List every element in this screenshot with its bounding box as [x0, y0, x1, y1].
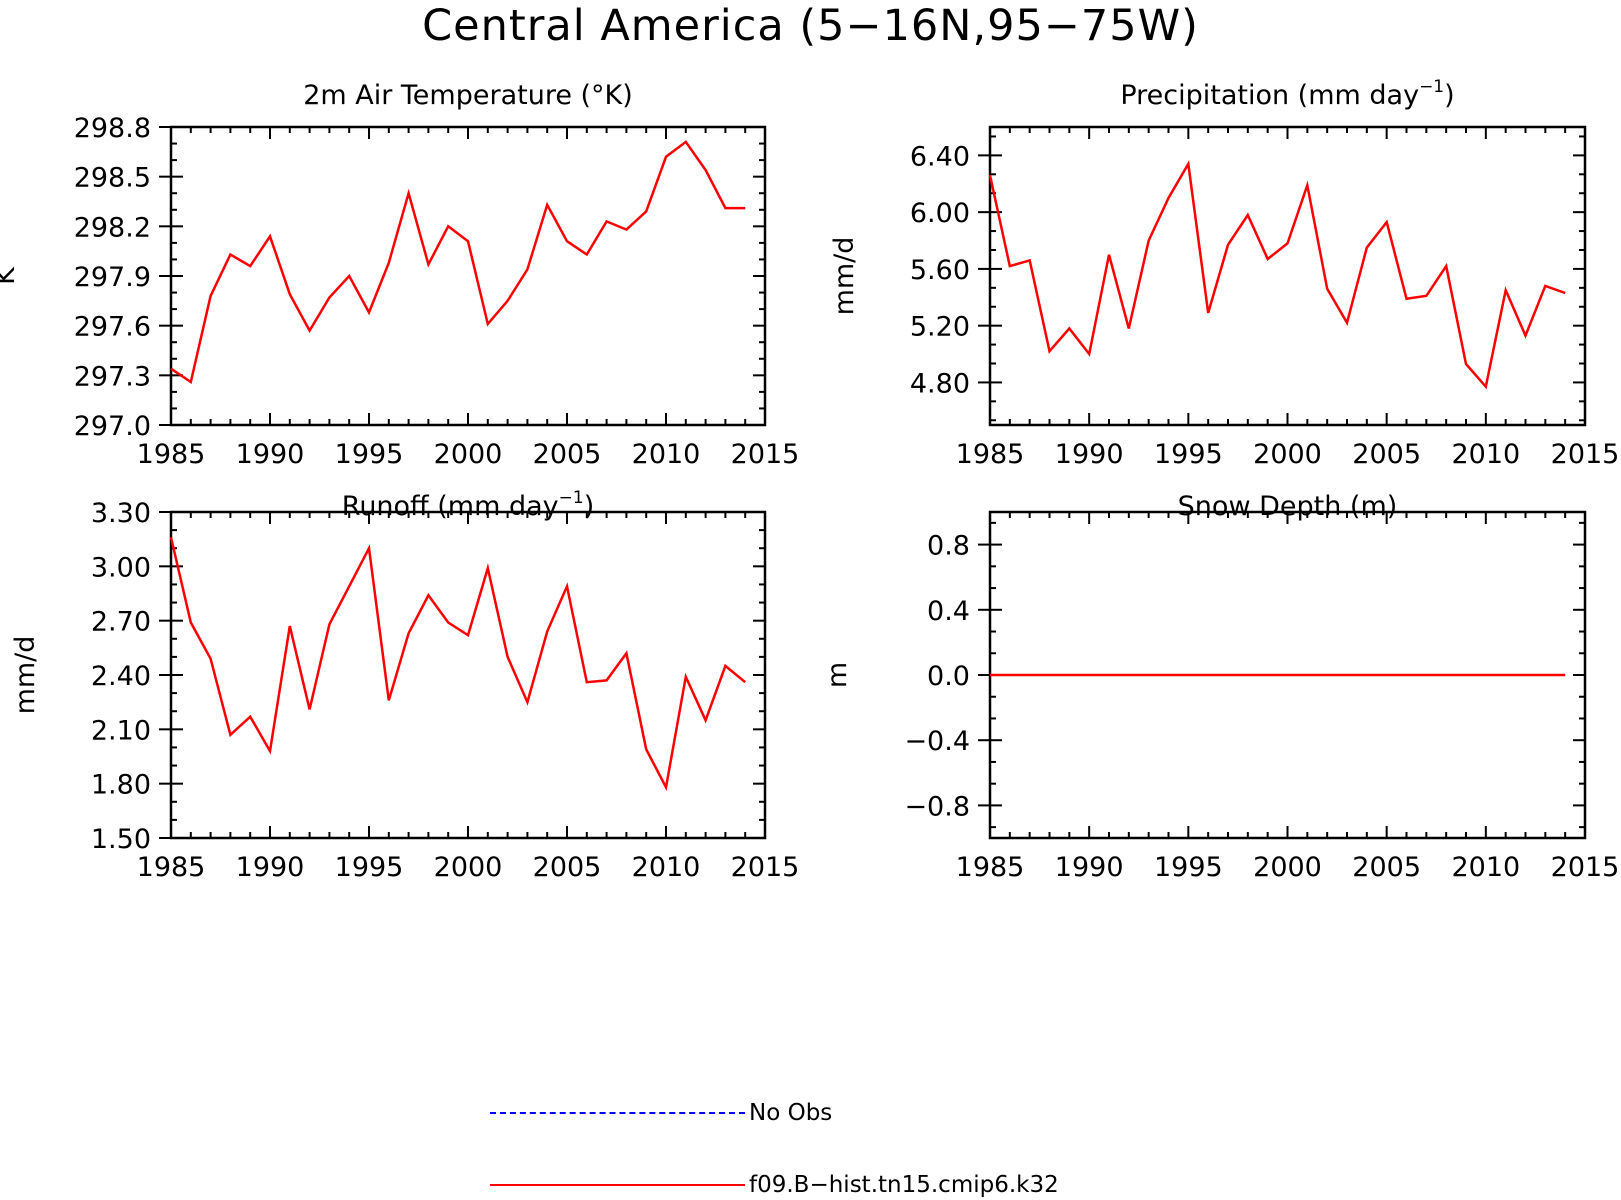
x-tick-label: 1995	[335, 852, 404, 883]
y-axis-title: mm/d	[829, 237, 860, 316]
y-tick-label: 297.9	[74, 262, 151, 293]
y-tick-label: 0.8	[927, 531, 970, 562]
x-tick-label: 2010	[1451, 439, 1520, 470]
legend-item-obs: No Obs	[490, 1098, 832, 1128]
y-tick-label: 298.8	[74, 113, 151, 144]
chart-precipitation: 1985 1990 1995 2000 2005 2010 2015 4.80 5.20 5.60…	[829, 77, 1619, 470]
y-tick-label: 2.70	[91, 607, 151, 638]
x-tick-label: 1985	[956, 852, 1025, 883]
x-tick-label: 2005	[1352, 852, 1421, 883]
x-tick-label: 1995	[1154, 439, 1223, 470]
y-axis-title: K	[0, 266, 21, 285]
y-axis-title: m	[822, 662, 853, 688]
legend-swatch-obs	[490, 1112, 745, 1114]
x-tick-label: 2015	[731, 852, 800, 883]
panel-title-superscript: −1	[1419, 77, 1444, 97]
y-tick-label: 297.3	[74, 361, 151, 392]
x-tick-label: 1985	[137, 852, 206, 883]
y-axis-title: mm/d	[10, 636, 41, 715]
y-tick-label: 297.0	[74, 411, 151, 442]
plot-frame	[988, 125, 1587, 427]
y-tick-label: 5.60	[910, 255, 970, 286]
x-tick-label: 2005	[1352, 439, 1421, 470]
panel-title-text: Runoff (mm day	[342, 491, 559, 522]
x-tick-label: 1990	[1055, 439, 1124, 470]
legend-swatch-model	[490, 1184, 745, 1186]
series-line-model	[170, 140, 746, 385]
x-tick-label: 2010	[1451, 852, 1520, 883]
panel-title-text: 2m Air Temperature (°K)	[303, 80, 633, 111]
legend-label-model: f09.B−hist.tn15.cmip6.k32	[749, 1172, 1059, 1198]
y-tick-label: 298.5	[74, 163, 151, 194]
x-tick-label: 1990	[236, 439, 305, 470]
x-tick-label: 1985	[137, 439, 206, 470]
chart-snow-depth: 1985 1990 1995 2000 2005 2010 2015 −0.8 −0.4 0.0 0…	[822, 491, 1619, 883]
y-tick-label: 2.40	[91, 661, 151, 692]
y-tick-label: 298.2	[74, 212, 151, 243]
y-tick-label: 6.40	[910, 141, 970, 172]
x-tick-label: 2010	[632, 852, 701, 883]
y-tick-label: 3.00	[91, 552, 151, 583]
x-tick-label: 2005	[533, 852, 602, 883]
x-tick-label: 1985	[956, 439, 1025, 470]
panel-title: Precipitation (mm day−1)	[1120, 77, 1454, 111]
x-tick-label: 2000	[1253, 852, 1322, 883]
y-tick-label: 2.10	[91, 715, 151, 746]
series-line-model	[988, 160, 1566, 390]
y-tick-label: 0.4	[927, 596, 970, 627]
panel-title: 2m Air Temperature (°K)	[303, 80, 633, 111]
x-tick-label: 1990	[1055, 852, 1124, 883]
x-tick-label: 2000	[434, 439, 503, 470]
chart-temperature: 1985 1990 1995 2000 2005 2010 2015 297.0 297.3 29…	[0, 80, 799, 470]
x-tick-label: 1995	[1154, 852, 1223, 883]
x-tick-label: 2005	[533, 439, 602, 470]
x-tick-label: 2010	[632, 439, 701, 470]
y-tick-label: 1.50	[91, 824, 151, 855]
plot-frame	[169, 125, 767, 427]
y-tick-label: 5.20	[910, 312, 970, 343]
panel-title-text: Precipitation (mm day	[1120, 80, 1419, 111]
y-tick-label: −0.4	[904, 726, 970, 757]
x-tick-label: 1995	[335, 439, 404, 470]
plot-frame	[169, 510, 767, 840]
y-tick-label: 6.00	[910, 198, 970, 229]
y-tick-label: 0.0	[927, 661, 970, 692]
panel-title: Runoff (mm day−1)	[342, 488, 594, 522]
y-tick-label: 3.30	[91, 498, 151, 529]
legend-label-obs: No Obs	[749, 1100, 833, 1126]
y-tick-label: 4.80	[910, 368, 970, 399]
page-title: Central America (5−16N,95−75W)	[422, 1, 1199, 51]
panel-title-text: Snow Depth (m)	[1178, 491, 1398, 522]
series-line-model	[169, 537, 746, 792]
x-tick-label: 2015	[731, 439, 800, 470]
panel-title-end: )	[584, 491, 595, 522]
panel-title: Snow Depth (m)	[1178, 491, 1398, 522]
panel-title-superscript: −1	[559, 488, 584, 508]
panel-title-end: )	[1444, 80, 1455, 111]
y-tick-label: 297.6	[74, 312, 151, 343]
y-tick-label: −0.8	[904, 791, 970, 822]
x-tick-label: 1990	[236, 852, 305, 883]
x-tick-label: 2000	[1253, 439, 1322, 470]
x-tick-label: 2015	[1551, 852, 1620, 883]
chart-runoff: 1985 1990 1995 2000 2005 2010 2015 1.50 1.80 2.10…	[10, 488, 799, 883]
legend-item-model: f09.B−hist.tn15.cmip6.k32	[490, 1170, 1059, 1200]
x-tick-label: 2000	[434, 852, 503, 883]
x-tick-label: 2015	[1551, 439, 1620, 470]
y-tick-label: 1.80	[91, 770, 151, 801]
